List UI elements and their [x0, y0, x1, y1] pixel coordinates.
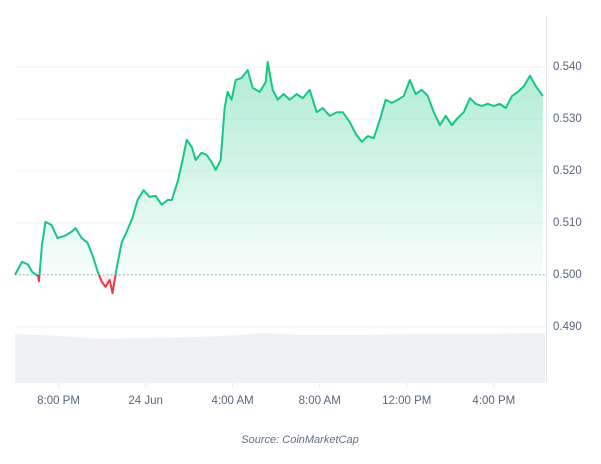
- y-tick-label: 0.530: [553, 113, 582, 125]
- source-note: Source: CoinMarketCap: [241, 434, 358, 446]
- y-tick-label: 0.490: [553, 321, 582, 333]
- x-tick-label: 12:00 PM: [382, 395, 431, 407]
- x-tick-label: 8:00 PM: [37, 395, 80, 407]
- y-tick-label: 0.540: [553, 61, 582, 73]
- price-line: [14, 60, 544, 295]
- volume-area: [15, 333, 545, 383]
- x-tick-label: 24 Jun: [128, 395, 163, 407]
- x-tick-label: 8:00 AM: [299, 395, 341, 407]
- y-tick-label: 0.510: [553, 217, 582, 229]
- x-tick-label: 4:00 AM: [212, 395, 254, 407]
- price-area: [15, 61, 543, 294]
- x-tick-label: 4:00 PM: [472, 395, 515, 407]
- y-tick-label: 0.500: [553, 269, 582, 281]
- y-tick-label: 0.520: [553, 165, 582, 177]
